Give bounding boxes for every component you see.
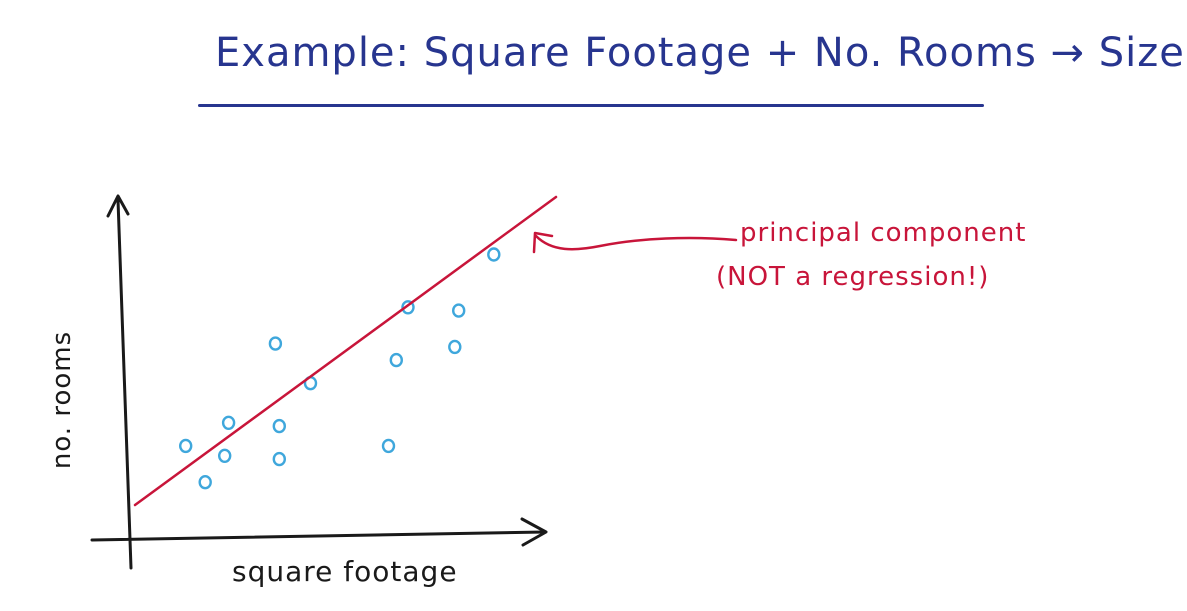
data-point: [221, 415, 236, 430]
data-point: [452, 303, 466, 318]
data-point: [272, 418, 286, 434]
axes: [90, 194, 548, 570]
x-axis-label: square footage: [232, 555, 458, 588]
data-point: [178, 438, 193, 454]
annotation-arrowhead: [532, 231, 554, 254]
annotation-not-regression: (NOT a regression!): [716, 262, 990, 292]
x-axis-arrowhead: [520, 517, 548, 547]
page-title: Example: Square Footage + No. Rooms → Si…: [215, 30, 1185, 76]
annotation-principal-component: principal component: [740, 218, 1027, 248]
title-underline: [198, 104, 984, 107]
data-point: [198, 475, 212, 490]
data-point: [401, 300, 415, 315]
data-point: [272, 451, 286, 467]
x-axis: [90, 530, 547, 542]
data-point: [389, 352, 403, 368]
data-point: [381, 438, 396, 454]
principal-component-line: [133, 195, 558, 507]
data-points: [178, 247, 501, 490]
y-axis: [116, 198, 133, 570]
annotation-arrow: [534, 234, 738, 251]
data-point: [487, 247, 501, 262]
y-axis-arrowhead: [106, 194, 130, 218]
data-point: [217, 448, 232, 463]
data-point: [268, 336, 283, 351]
y-axis-label-text: no. rooms: [47, 330, 77, 470]
data-point: [448, 339, 462, 355]
